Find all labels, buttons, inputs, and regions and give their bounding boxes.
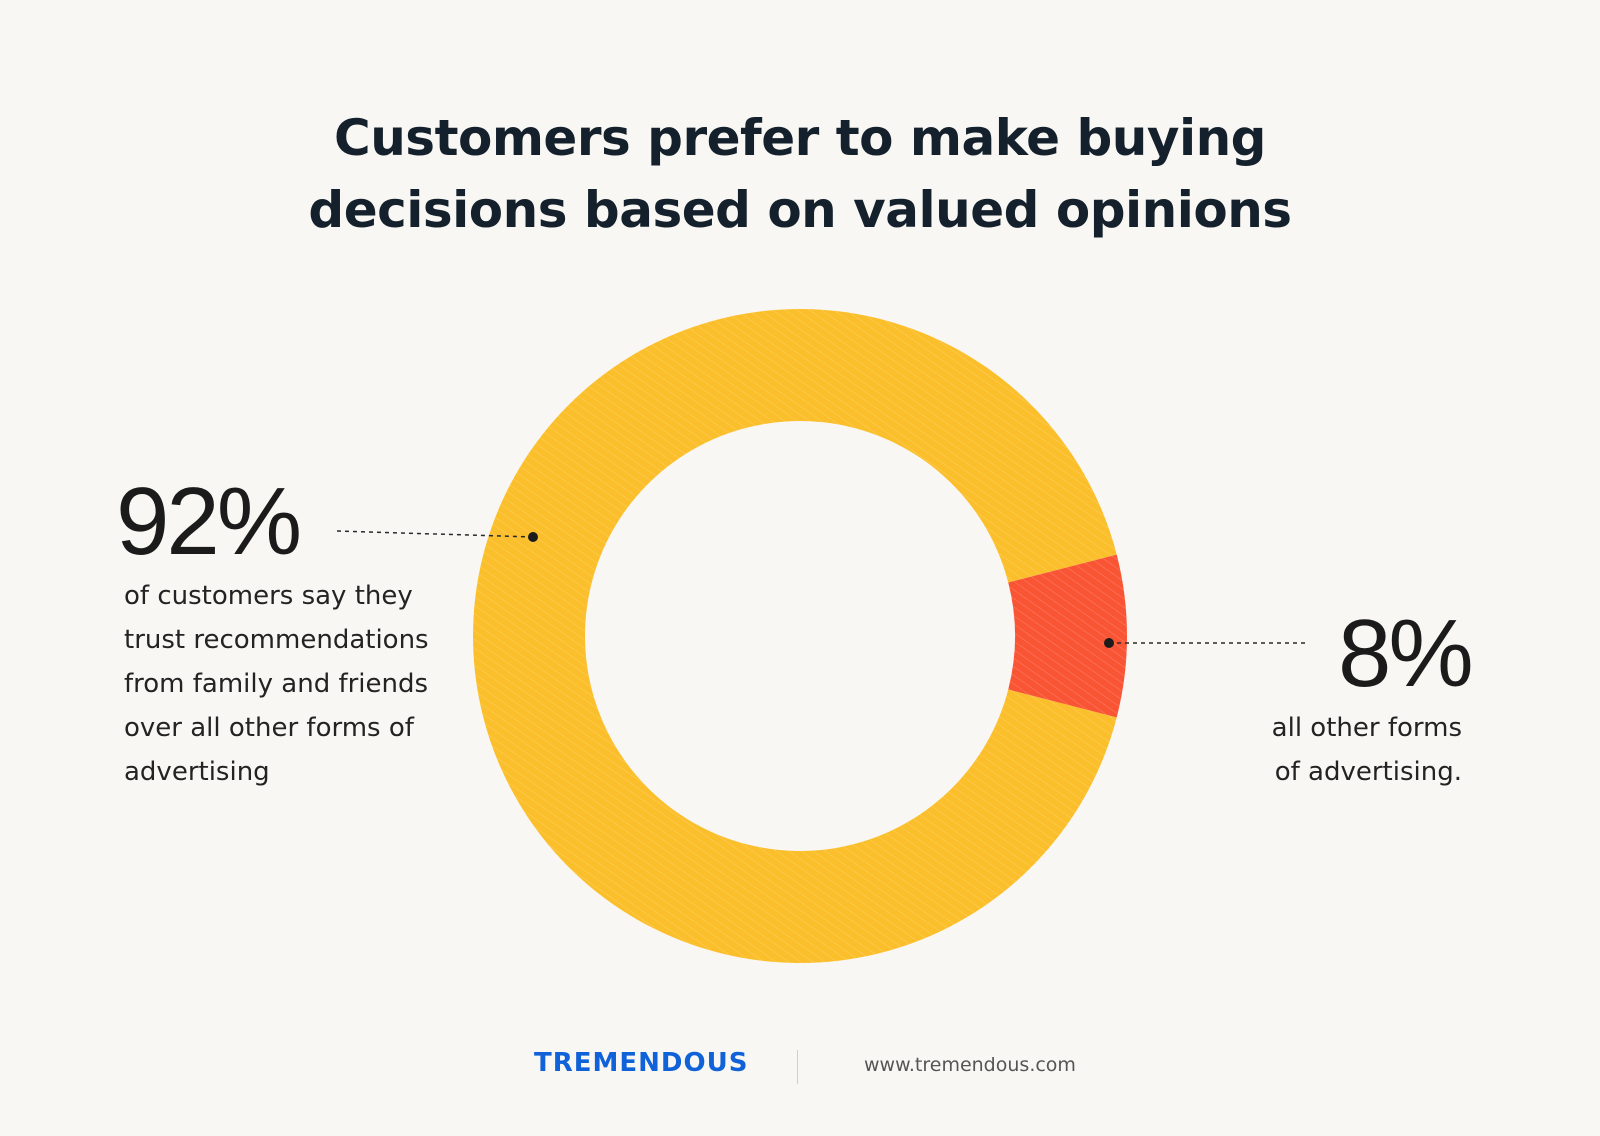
slice-label-small: 8% (1338, 600, 1474, 707)
callout-dot-right (1104, 638, 1114, 648)
callout-leaders (336, 530, 1305, 648)
slice-description-small: all other forms of advertising. (1200, 706, 1462, 794)
brand-logo[interactable]: TREMENDOUS (534, 1048, 749, 1078)
desc-left-line-5: advertising (124, 757, 270, 787)
desc-left-line-3: from family and friends (124, 669, 429, 699)
callout-dot-left (528, 532, 538, 542)
desc-right-line-1: all other forms (1271, 713, 1462, 743)
desc-left-line-4: over all other forms of (124, 713, 414, 743)
donut-slice-large-texture (473, 309, 1117, 964)
callout-line-left (336, 530, 534, 538)
donut-slice-small-texture (1008, 554, 1127, 718)
footer-url-link[interactable]: www.tremendous.com (864, 1054, 1076, 1076)
slice-description-large: of customers say they trust recommendati… (124, 574, 429, 794)
desc-right-line-2: of advertising. (1274, 757, 1462, 787)
slice-label-large: 92% (116, 468, 302, 575)
footer-divider (797, 1050, 798, 1084)
chart-title-line-1: Customers prefer to make buying (334, 109, 1266, 167)
chart-title: Customers prefer to make buying decision… (0, 102, 1600, 246)
desc-left-line-2: trust recommendations (124, 625, 429, 655)
desc-left-line-1: of customers say they (124, 581, 413, 611)
donut-slices (473, 309, 1127, 964)
chart-title-line-2: decisions based on valued opinions (308, 181, 1292, 239)
